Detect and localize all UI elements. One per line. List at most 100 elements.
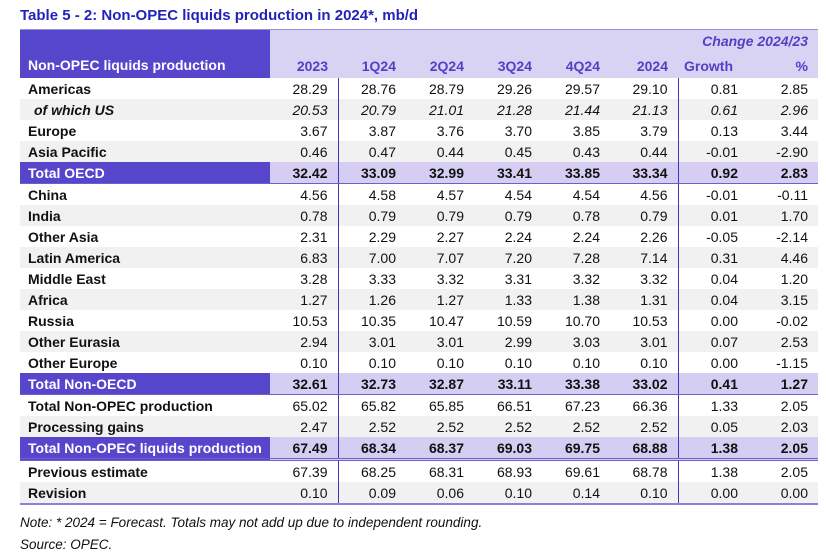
table-row: Other Europe 0.10 0.10 0.10 0.10 0.10 0.10 0.00… [20,352,818,373]
cell-3q24: 2.24 [474,226,542,247]
cell-4q24: 33.38 [542,373,610,395]
note-text: Note: * 2024 = Forecast. Totals may not … [20,515,483,530]
cell-2023: 1.27 [270,289,339,310]
cell-2023: 3.67 [270,120,339,141]
table-row: Other Asia 2.31 2.29 2.27 2.24 2.24 2.26 -0.05-… [20,226,818,247]
cell-2q24: 10.47 [406,310,474,331]
cell-2024: 0.10 [610,482,679,505]
cell-growth: 0.00 [678,482,748,505]
cell-percent: -2.90 [748,141,818,162]
cell-growth: 0.92 [678,162,748,184]
cell-2024: 33.02 [610,373,679,395]
row-label: Revision [20,482,270,505]
table-row: China 4.56 4.58 4.57 4.54 4.54 4.56 -0.01 -0.11 [20,183,818,205]
row-label: Russia [20,310,270,331]
cell-4q24: 0.43 [542,141,610,162]
cell-2023: 2.94 [270,331,339,352]
cell-percent: -2.14 [748,226,818,247]
cell-2q24: 68.31 [406,459,474,482]
table-row: Americas 28.29 28.76 28.79 29.26 29.57 29.10 0.… [20,78,818,99]
header-row-change: Non-OPEC liquids production Change 2024/… [20,29,818,78]
cell-4q24: 10.70 [542,310,610,331]
cell-percent: 0.00 [748,482,818,505]
non-opec-production-table: Non-OPEC liquids production Change 2024/… [20,29,818,505]
cell-2q24: 21.01 [406,99,474,120]
cell-growth: -0.01 [678,183,748,205]
cell-percent: 2.05 [748,394,818,416]
cell-1q24: 3.33 [338,268,406,289]
cell-3q24: 3.31 [474,268,542,289]
page-title: Table 5 - 2: Non-OPEC liquids production… [20,7,419,24]
table-label-header: Non-OPEC liquids production [20,29,270,78]
cell-2024: 2.52 [610,416,679,437]
cell-growth: 0.41 [678,373,748,395]
cell-2023: 32.61 [270,373,339,395]
cell-2023: 65.02 [270,394,339,416]
cell-2023: 10.53 [270,310,339,331]
cell-2024: 0.10 [610,352,679,373]
table-row: Middle East 3.28 3.33 3.32 3.31 3.32 3.32 0.04 1… [20,268,818,289]
cell-2023: 2.31 [270,226,339,247]
cell-1q24: 2.29 [338,226,406,247]
cell-growth: 0.81 [678,78,748,99]
row-label: Asia Pacific [20,141,270,162]
cell-2024: 1.31 [610,289,679,310]
table-row: Latin America 6.83 7.00 7.07 7.20 7.28 7.14 0.3… [20,247,818,268]
cell-2023: 0.78 [270,205,339,226]
cell-3q24: 2.99 [474,331,542,352]
cell-2024: 66.36 [610,394,679,416]
cell-2q24: 28.79 [406,78,474,99]
table-row: Other Eurasia 2.94 3.01 3.01 2.99 3.03 3.01 0.0… [20,331,818,352]
cell-growth: 0.61 [678,99,748,120]
cell-growth: 0.00 [678,310,748,331]
cell-2023: 20.53 [270,99,339,120]
cell-2024: 0.44 [610,141,679,162]
table-row: Russia 10.53 10.35 10.47 10.59 10.70 10.53 0.00… [20,310,818,331]
cell-4q24: 2.52 [542,416,610,437]
column-header-2q24: 2Q24 [406,51,474,78]
cell-1q24: 0.10 [338,352,406,373]
table-row: Revision 0.10 0.09 0.06 0.10 0.14 0.10 0.00 0.00 [20,482,818,505]
cell-growth: -0.01 [678,141,748,162]
cell-growth: 0.01 [678,205,748,226]
cell-4q24: 33.85 [542,162,610,184]
row-label: Americas [20,78,270,99]
cell-2023: 0.10 [270,352,339,373]
cell-growth: -0.05 [678,226,748,247]
cell-1q24: 7.00 [338,247,406,268]
table-body: Americas 28.29 28.76 28.79 29.26 29.57 29.10 0.… [20,78,818,505]
cell-3q24: 0.10 [474,482,542,505]
cell-1q24: 3.01 [338,331,406,352]
cell-2023: 67.49 [270,437,339,461]
cell-percent: 3.44 [748,120,818,141]
cell-1q24: 3.87 [338,120,406,141]
cell-4q24: 69.61 [542,459,610,482]
cell-3q24: 33.41 [474,162,542,184]
cell-3q24: 33.11 [474,373,542,395]
cell-1q24: 28.76 [338,78,406,99]
cell-percent: 2.53 [748,331,818,352]
cell-2024: 33.34 [610,162,679,184]
column-header-2024: 2024 [610,51,678,78]
cell-percent: 2.05 [748,459,818,482]
header-spacer [270,29,678,51]
cell-4q24: 7.28 [542,247,610,268]
cell-1q24: 1.26 [338,289,406,310]
cell-2023: 32.42 [270,162,339,184]
cell-growth: 1.33 [678,394,748,416]
cell-2q24: 32.99 [406,162,474,184]
cell-2023: 6.83 [270,247,339,268]
row-label: Other Asia [20,226,270,247]
table-row: Africa 1.27 1.26 1.27 1.33 1.38 1.31 0.04 3.15 [20,289,818,310]
cell-2q24: 0.10 [406,352,474,373]
cell-percent: -1.15 [748,352,818,373]
row-label: Africa [20,289,270,310]
cell-1q24: 32.73 [338,373,406,395]
table-row: Europe 3.67 3.87 3.76 3.70 3.85 3.79 0.13 3.44 [20,120,818,141]
cell-2023: 0.46 [270,141,339,162]
row-label: Other Europe [20,352,270,373]
source-text: Source: OPEC. [20,537,113,552]
cell-3q24: 0.10 [474,352,542,373]
column-header-4q24: 4Q24 [542,51,610,78]
